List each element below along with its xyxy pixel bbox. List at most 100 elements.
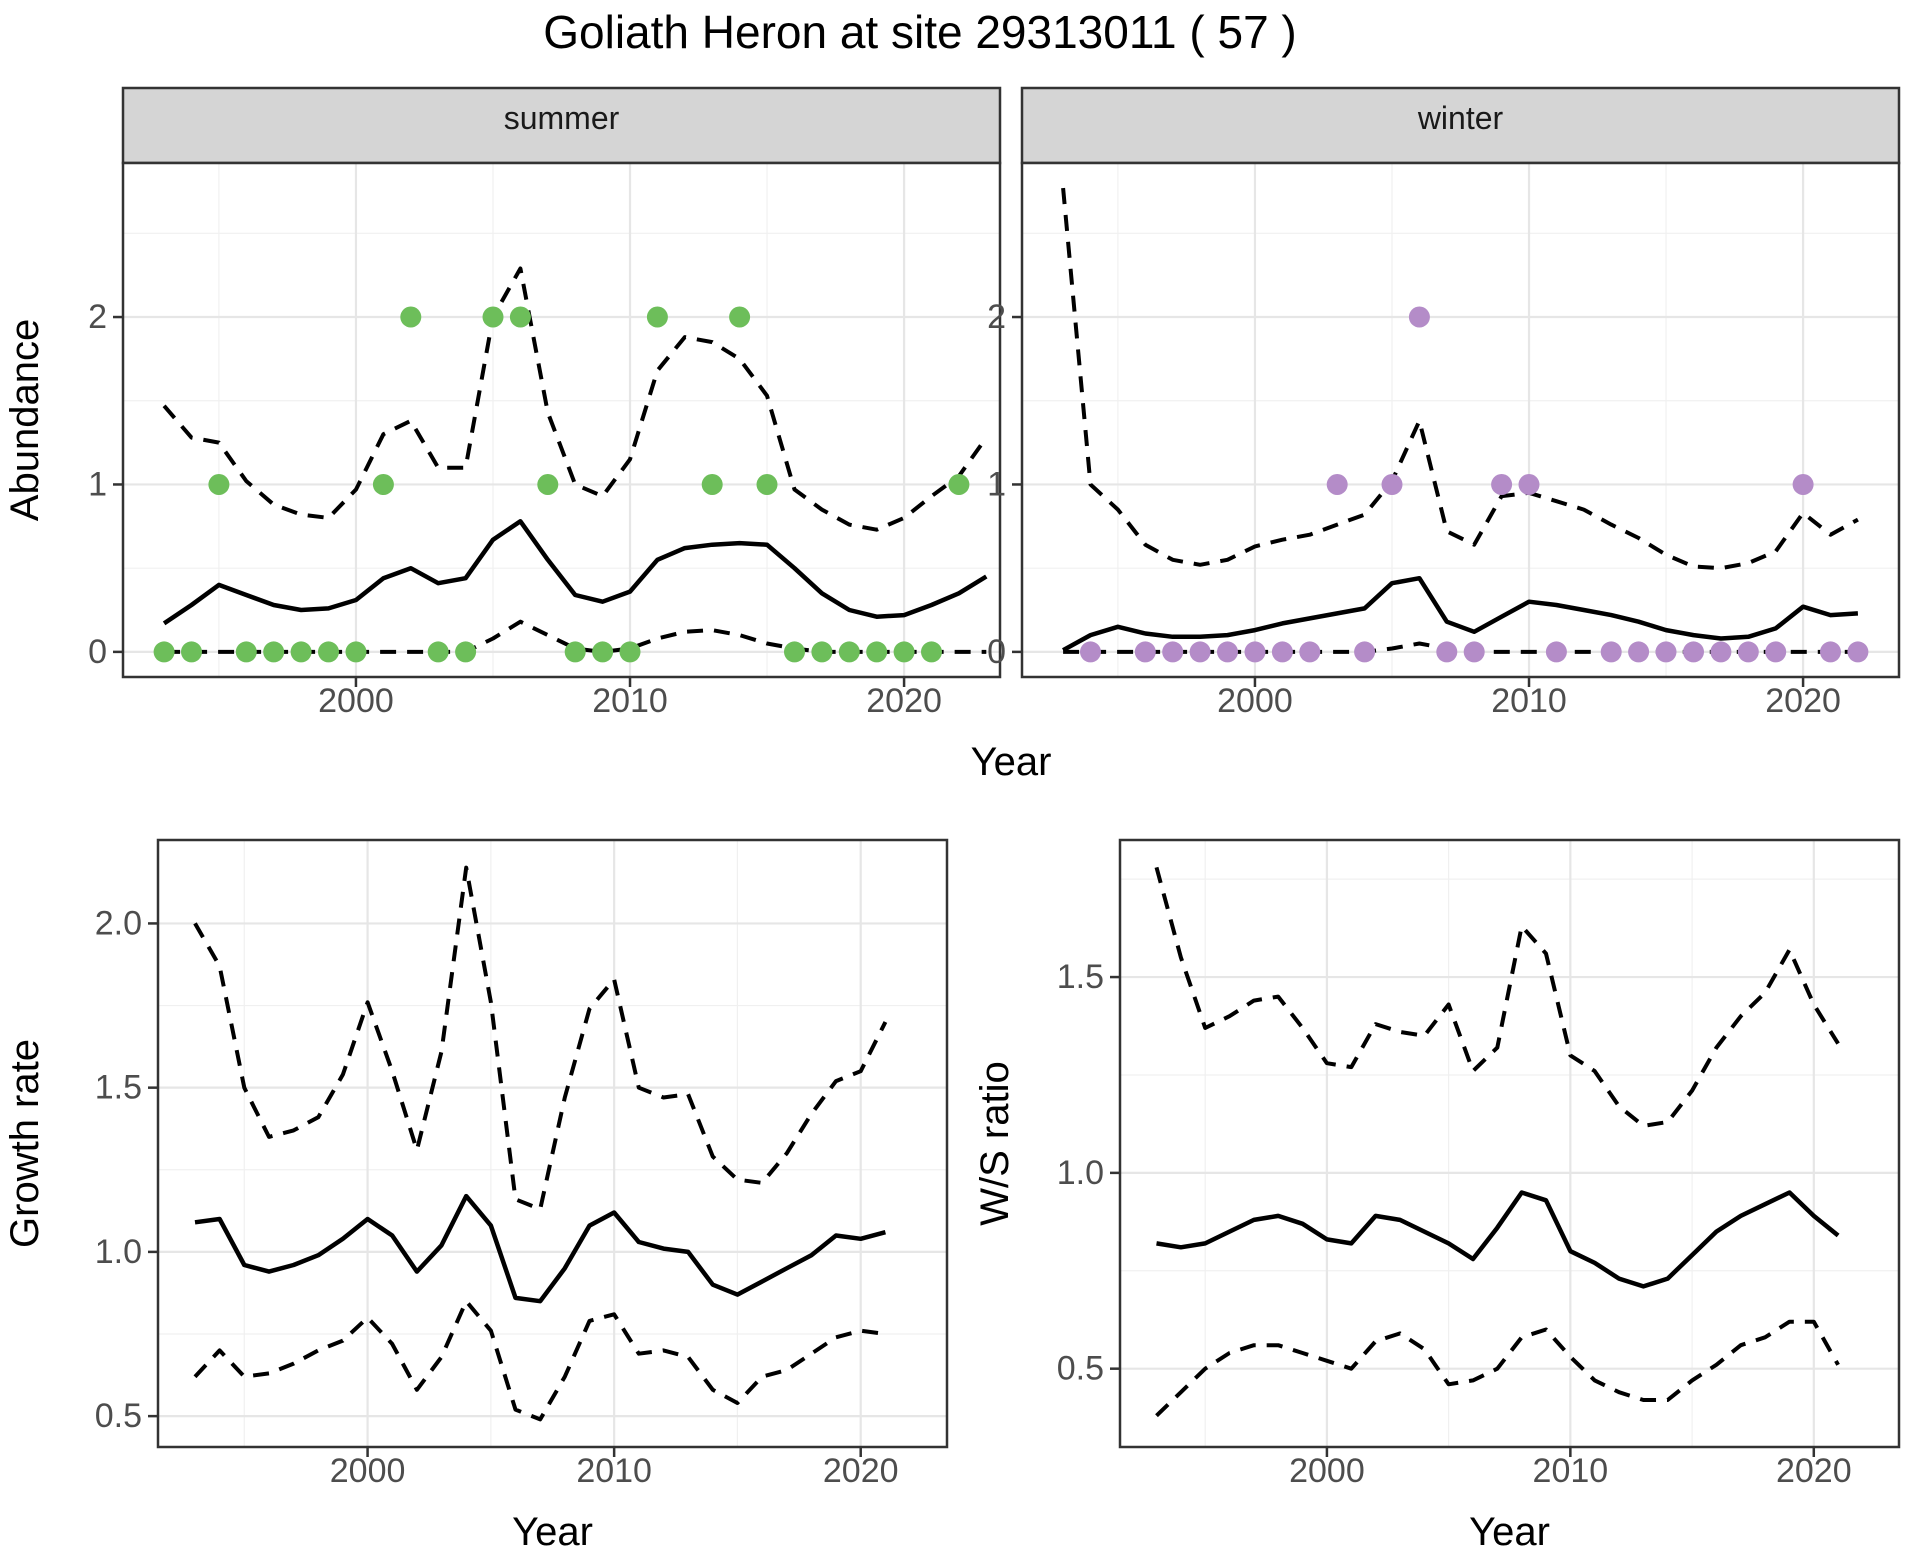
observation-point	[1217, 641, 1238, 663]
facet-strip	[121, 86, 1002, 165]
summer-observation-points	[153, 306, 970, 663]
observation-point	[1765, 641, 1787, 663]
observation-point	[811, 641, 833, 663]
x-axis-title: Year	[1469, 1510, 1550, 1554]
x-axis-title-top: Year	[971, 740, 1052, 784]
observation-point	[1600, 641, 1622, 663]
x-axis-tick-label: 2000	[318, 682, 394, 720]
observation-point	[1134, 641, 1156, 663]
y-axis-tick-label: 1.5	[1057, 958, 1104, 996]
winter-upper-ci-line	[1061, 187, 1859, 571]
observation-point	[729, 306, 751, 328]
panel-w-s-ratio: 2000 2010 2020 0.5 1.0 1.5 W/S ratio Year	[973, 838, 1901, 1554]
observation-point	[921, 641, 942, 663]
observation-point	[1381, 474, 1403, 495]
facet-strip-label: winter	[1417, 100, 1504, 136]
observation-point	[1189, 641, 1211, 663]
observation-point	[1683, 641, 1704, 663]
y-axis-title: W/S ratio	[973, 1061, 1017, 1225]
facet-strip-label: summer	[504, 100, 620, 136]
gridlines-major	[158, 840, 947, 1447]
x-axis-tick-label: 2000	[1289, 1452, 1365, 1490]
y-axis-tick-label: 2.0	[95, 904, 142, 942]
observation-point	[509, 306, 531, 328]
observation-point	[701, 474, 723, 495]
summer-upper-ci-line	[162, 266, 988, 532]
observation-point	[1655, 641, 1677, 663]
panel-winter: winter 2000 2010 2020 0 1 2	[987, 86, 1901, 720]
observation-point	[592, 641, 614, 663]
ws-median-line	[1156, 1190, 1840, 1289]
observation-point	[1244, 641, 1266, 663]
observation-point	[1710, 641, 1732, 663]
observation-point	[1326, 474, 1348, 495]
observation-point	[1737, 641, 1759, 663]
x-axis-tick-label: 2010	[1533, 1452, 1609, 1490]
gridlines-minor	[158, 840, 947, 1447]
y-axis-tick-label: 1	[88, 465, 107, 503]
observation-point	[1463, 641, 1485, 663]
observation-point	[1080, 641, 1101, 663]
observation-point	[1518, 474, 1540, 495]
panel-border	[1118, 838, 1901, 1449]
y-axis-tick-label: 2	[987, 298, 1006, 336]
gridlines-minor	[123, 163, 1000, 677]
observation-point	[1792, 474, 1814, 495]
observation-point	[455, 641, 477, 663]
observation-point	[372, 474, 394, 495]
observation-point	[208, 474, 230, 495]
y-axis-tick-label: 1.0	[1057, 1154, 1104, 1192]
winter-median-line	[1062, 575, 1859, 653]
observation-point	[1628, 641, 1650, 663]
growth-upper-ci-line	[193, 865, 888, 1212]
x-axis-tick-label: 2020	[1765, 682, 1841, 720]
observation-point	[784, 641, 805, 663]
observation-point	[756, 474, 778, 495]
panel-background	[1120, 840, 1899, 1447]
panel-summer: summer 2000 2010 2020 0 1 2 Abundance	[3, 86, 1002, 720]
observation-point	[619, 641, 641, 663]
x-axis-tick-label: 2020	[1776, 1452, 1852, 1490]
y-axis-tick-label: 0	[88, 633, 107, 671]
ws-lower-ci-line	[1155, 1319, 1840, 1418]
y-axis-tick-label: 0.5	[1057, 1350, 1104, 1388]
plot-title: Goliath Heron at site 29313011 ( 57 )	[543, 6, 1297, 58]
x-axis-tick-label: 2020	[823, 1452, 899, 1490]
observation-point	[427, 641, 449, 663]
observation-point	[1847, 641, 1869, 663]
observation-point	[948, 474, 970, 495]
facet-strip	[1020, 86, 1901, 165]
observation-point	[290, 641, 312, 663]
panel-growth-rate: 2000 2010 2020 0.5 1.0 1.5 2.0 Growth rate Year	[3, 838, 949, 1554]
y-axis-tick-label: 0	[987, 633, 1006, 671]
ws-upper-ci-line	[1154, 866, 1840, 1128]
x-axis-title: Year	[512, 1510, 593, 1554]
panel-border	[121, 161, 1002, 679]
x-axis-tick-label: 2020	[866, 682, 942, 720]
observation-point	[1436, 641, 1458, 663]
y-axis-tick-label: 1.0	[95, 1233, 142, 1271]
observation-point	[1545, 641, 1567, 663]
winter-observation-points	[1080, 306, 1869, 663]
y-axis-tick-label: 1	[987, 465, 1006, 503]
observation-point	[893, 641, 915, 663]
observation-point	[153, 641, 175, 663]
observation-point	[866, 641, 888, 663]
observation-point	[537, 474, 559, 495]
observation-point	[564, 641, 586, 663]
gridlines-minor	[1022, 163, 1899, 677]
panel-background	[158, 840, 947, 1447]
panel-background	[123, 163, 1000, 677]
gridlines-minor	[1120, 840, 1899, 1447]
x-axis-tick-label: 2010	[592, 682, 668, 720]
y-axis-title: Growth rate	[3, 1039, 47, 1248]
observation-point	[1491, 474, 1513, 495]
observation-point	[482, 306, 504, 328]
y-axis-tick-label: 2	[88, 298, 107, 336]
x-axis-tick-label: 2010	[576, 1452, 652, 1490]
observation-point	[1299, 641, 1321, 663]
x-axis-tick-label: 2000	[330, 1452, 406, 1490]
summer-median-line	[162, 519, 988, 626]
